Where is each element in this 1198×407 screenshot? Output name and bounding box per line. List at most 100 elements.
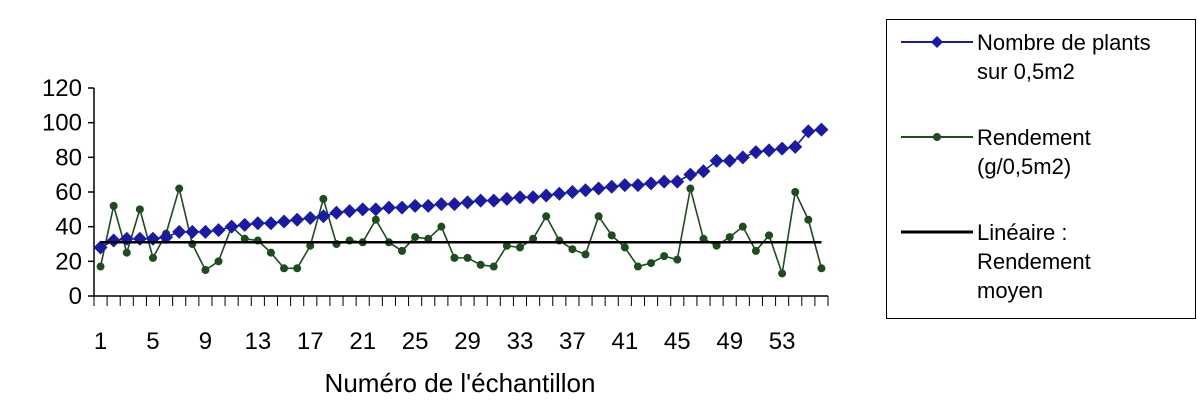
x-tick-label: 41: [611, 328, 638, 355]
point-plants: [434, 197, 449, 212]
point-rendement: [463, 253, 472, 262]
point-plants: [814, 122, 829, 137]
point-plants: [329, 205, 344, 220]
point-rendement: [371, 215, 380, 224]
point-rendement: [660, 252, 669, 261]
point-plants: [604, 179, 619, 194]
x-tick-label: 45: [664, 328, 691, 355]
point-rendement: [529, 234, 538, 243]
point-rendement: [686, 184, 695, 193]
x-tick-label: 37: [559, 328, 586, 355]
x-tick-label: 9: [199, 328, 212, 355]
point-plants: [748, 145, 763, 160]
point-rendement: [175, 184, 184, 193]
point-plants: [421, 198, 436, 213]
point-plants: [552, 186, 567, 201]
point-plants: [145, 231, 160, 246]
point-plants: [722, 153, 737, 168]
point-plants: [290, 212, 305, 227]
point-rendement: [240, 234, 249, 243]
point-plants: [670, 174, 685, 189]
point-plants: [132, 231, 147, 246]
point-plants: [368, 202, 383, 217]
point-plants: [263, 216, 278, 231]
point-plants: [211, 223, 226, 238]
point-plants: [512, 190, 527, 205]
series-layer: [93, 122, 829, 278]
point-rendement: [725, 233, 734, 242]
point-plants: [644, 176, 659, 191]
y-tick-label: 0: [69, 283, 82, 310]
point-plants: [657, 174, 672, 189]
point-plants: [473, 193, 488, 208]
point-plants: [801, 124, 816, 139]
y-tick-label: 100: [42, 110, 82, 137]
point-plants: [788, 139, 803, 154]
axes: 0 20 40 60 80 100 120 1 5 9 13 17 21 25 29 33 37 41 45 49 53: [42, 75, 829, 355]
point-rendement: [96, 262, 105, 271]
point-rendement: [398, 246, 407, 255]
point-plants: [106, 233, 121, 248]
point-rendement: [450, 253, 459, 262]
x-tick-label: 49: [716, 328, 743, 355]
x-tick-label: 29: [454, 328, 481, 355]
legend-label-plants: Nombre de plants sur 0,5m2: [977, 30, 1151, 84]
y-tick-label: 60: [55, 179, 82, 206]
point-rendement: [214, 257, 223, 266]
y-tick-label: 20: [55, 248, 82, 275]
x-tick-label: 21: [349, 328, 376, 355]
point-rendement: [135, 205, 144, 214]
point-plants: [447, 197, 462, 212]
y-tick-label: 80: [55, 144, 82, 171]
point-plants: [250, 216, 265, 231]
point-rendement: [306, 241, 315, 250]
point-plants: [277, 214, 292, 229]
point-plants: [486, 193, 501, 208]
point-rendement: [489, 262, 498, 271]
point-rendement: [319, 194, 328, 203]
point-plants: [617, 178, 632, 193]
point-rendement: [607, 231, 616, 240]
point-rendement: [738, 222, 747, 231]
point-rendement: [109, 201, 118, 210]
point-plants: [762, 143, 777, 158]
point-plants: [775, 141, 790, 156]
point-rendement: [266, 248, 275, 257]
x-tick-label: 13: [244, 328, 271, 355]
point-plants: [316, 209, 331, 224]
point-rendement: [673, 255, 682, 264]
point-plants: [499, 191, 514, 206]
chart-area: 0 20 40 60 80 100 120 1 5 9 13 17 21 25 29 33 37 41 45 49 53: [42, 75, 829, 355]
point-plants: [578, 183, 593, 198]
legend: Nombre de plants sur 0,5m2 Rendement (g/…: [886, 19, 1196, 319]
x-tick-label: 53: [769, 328, 796, 355]
point-plants: [526, 190, 541, 205]
x-axis-title: Numéro de l'échantillon: [324, 368, 596, 398]
point-plants: [709, 153, 724, 168]
point-plants: [735, 150, 750, 165]
legend-swatch-rendement: [901, 133, 973, 141]
point-rendement: [476, 260, 485, 269]
point-rendement: [712, 241, 721, 250]
point-rendement: [122, 248, 131, 257]
point-rendement: [411, 233, 420, 242]
point-rendement: [293, 264, 302, 273]
point-rendement: [594, 212, 603, 221]
point-rendement: [515, 243, 524, 252]
point-rendement: [751, 246, 760, 255]
point-plants: [198, 224, 213, 239]
point-rendement: [817, 264, 826, 273]
x-tick-label: 1: [94, 328, 107, 355]
point-plants: [381, 200, 396, 215]
point-plants: [237, 217, 252, 232]
point-plants: [303, 211, 318, 225]
point-rendement: [437, 222, 446, 231]
point-plants: [395, 200, 410, 215]
point-plants: [683, 167, 698, 182]
x-tick-label: 25: [402, 328, 429, 355]
point-rendement: [502, 241, 511, 250]
point-rendement: [778, 269, 787, 278]
point-plants: [696, 164, 711, 179]
point-plants: [172, 224, 187, 239]
point-rendement: [201, 266, 210, 274]
